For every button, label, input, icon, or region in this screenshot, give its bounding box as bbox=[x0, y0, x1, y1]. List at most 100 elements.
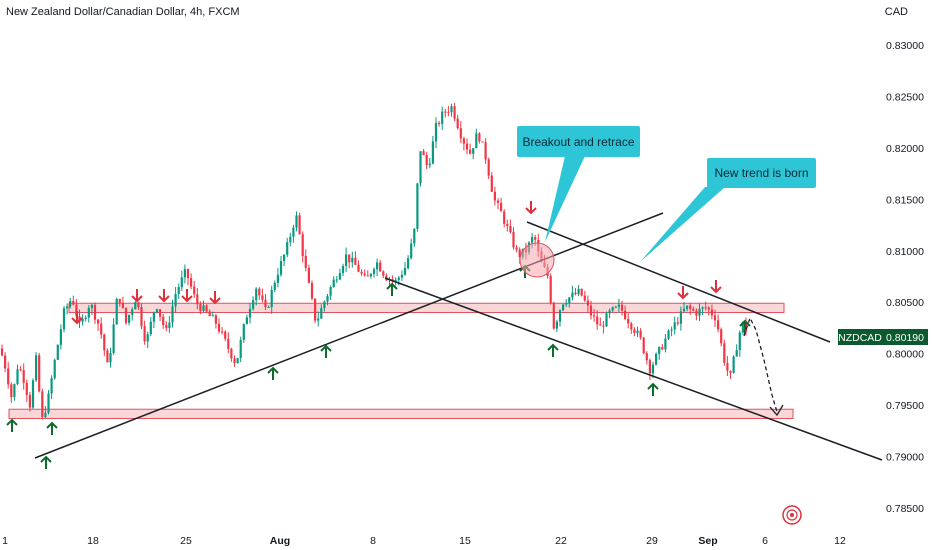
falling-trendline-lower[interactable] bbox=[384, 277, 883, 461]
candle bbox=[118, 298, 121, 307]
record-icon[interactable] bbox=[782, 505, 802, 525]
falling-trendline-upper[interactable] bbox=[526, 221, 831, 343]
candle bbox=[565, 299, 568, 307]
candle bbox=[419, 151, 422, 187]
callout-trend-text: New trend is born bbox=[714, 166, 808, 180]
candle bbox=[568, 296, 571, 308]
candle bbox=[704, 301, 707, 311]
candle bbox=[78, 309, 81, 328]
candle bbox=[171, 299, 174, 328]
candle bbox=[35, 352, 38, 383]
candle bbox=[695, 308, 698, 321]
candle bbox=[28, 391, 31, 412]
candle bbox=[112, 318, 115, 355]
candle bbox=[214, 313, 217, 329]
candle bbox=[69, 297, 72, 309]
candle bbox=[22, 363, 25, 390]
rising-trendline[interactable] bbox=[34, 212, 664, 459]
callout-trend-pointer bbox=[640, 187, 725, 262]
candle bbox=[326, 294, 329, 306]
candle bbox=[66, 303, 69, 315]
candle bbox=[354, 251, 357, 266]
candle bbox=[372, 267, 376, 278]
candle bbox=[199, 301, 202, 315]
candle bbox=[304, 249, 307, 272]
y-tick-label: 0.81500 bbox=[886, 194, 924, 206]
down-arrow-icon bbox=[181, 289, 193, 303]
candle bbox=[583, 290, 586, 302]
up-arrow-icon bbox=[40, 455, 52, 469]
candle bbox=[115, 297, 118, 325]
candle bbox=[193, 280, 196, 298]
candle bbox=[416, 182, 419, 232]
candle bbox=[686, 305, 689, 312]
candle bbox=[295, 211, 298, 232]
candle bbox=[515, 244, 518, 253]
callout-breakout-pointer bbox=[545, 156, 585, 242]
candle bbox=[196, 287, 199, 310]
candle bbox=[292, 224, 295, 243]
price-tag: NZDCAD 0.80190 bbox=[838, 329, 928, 345]
candle bbox=[571, 285, 574, 301]
candle bbox=[140, 303, 143, 330]
candle bbox=[444, 108, 447, 118]
candle bbox=[614, 305, 617, 309]
candle bbox=[162, 313, 165, 329]
candle bbox=[648, 358, 651, 381]
candle bbox=[655, 352, 658, 366]
x-tick-label: 6 bbox=[762, 535, 768, 547]
candle bbox=[44, 406, 47, 419]
candle bbox=[121, 296, 124, 309]
candle bbox=[403, 261, 407, 276]
candle bbox=[53, 358, 56, 380]
candle bbox=[248, 303, 252, 324]
candle bbox=[41, 388, 44, 420]
candle bbox=[217, 318, 221, 334]
candle bbox=[289, 232, 292, 247]
candle bbox=[87, 305, 90, 323]
candle bbox=[555, 319, 558, 333]
candle bbox=[469, 143, 472, 155]
price-tag-text: 0.80190 bbox=[886, 332, 924, 344]
breakout-highlight-circle bbox=[519, 242, 555, 278]
candle bbox=[701, 306, 704, 315]
signal-arrows-layer bbox=[6, 201, 751, 469]
projection-layer bbox=[743, 316, 784, 417]
candle bbox=[174, 286, 177, 313]
candle bbox=[456, 114, 459, 130]
candle bbox=[407, 255, 410, 270]
candle bbox=[580, 288, 583, 297]
y-tick-label: 0.81000 bbox=[886, 246, 924, 258]
candle bbox=[298, 212, 301, 235]
x-axis: 1 18 25 Aug 8 15 22 29 Sep 6 12 bbox=[2, 535, 846, 547]
candle bbox=[131, 307, 134, 321]
candle bbox=[667, 329, 670, 340]
candle bbox=[180, 270, 183, 292]
candle bbox=[341, 263, 345, 277]
candle bbox=[16, 364, 19, 386]
candle bbox=[255, 287, 258, 306]
candle bbox=[698, 303, 701, 321]
candle bbox=[317, 311, 320, 327]
candle bbox=[227, 332, 230, 353]
candle bbox=[279, 255, 283, 277]
candle bbox=[425, 151, 428, 170]
candle bbox=[286, 237, 289, 258]
candle bbox=[310, 280, 314, 301]
candle bbox=[738, 330, 741, 357]
up-arrow-icon bbox=[647, 382, 659, 396]
candle bbox=[261, 288, 264, 303]
candle bbox=[81, 314, 84, 326]
candle bbox=[233, 355, 236, 367]
x-tick-label: Aug bbox=[270, 535, 290, 547]
symbol-tag-text: NZDCAD bbox=[838, 332, 882, 344]
y-tick-label: 0.79500 bbox=[886, 400, 924, 412]
x-tick-label: 12 bbox=[834, 535, 846, 547]
candle bbox=[577, 285, 580, 297]
candle bbox=[338, 268, 341, 281]
candle bbox=[382, 270, 385, 279]
candle bbox=[134, 301, 137, 310]
x-tick-label: 25 bbox=[180, 535, 192, 547]
candle bbox=[676, 317, 679, 326]
